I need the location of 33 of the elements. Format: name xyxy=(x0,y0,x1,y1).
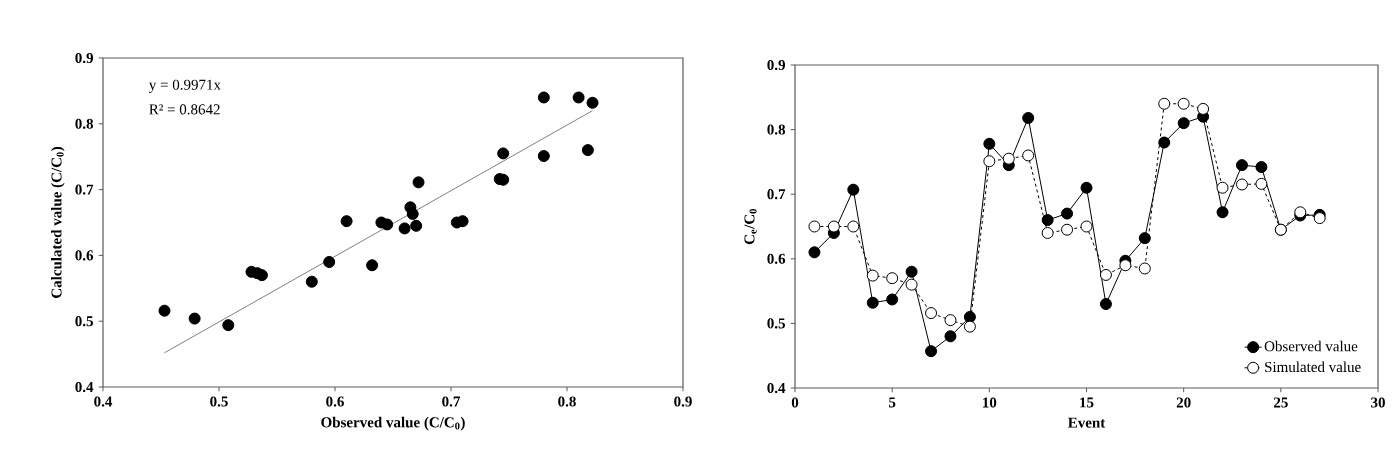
y-tick-label: 0.7 xyxy=(75,184,94,195)
legend-label: Observed value xyxy=(1264,340,1358,352)
y-tick-label: 0.5 xyxy=(75,316,93,327)
x-tick-label: 0 xyxy=(791,397,799,408)
x-tick-label: 0.8 xyxy=(558,396,576,407)
y-tick-label: 0.4 xyxy=(767,382,786,394)
y-tick-label: 0.8 xyxy=(767,124,786,135)
y-tick-label: 0.5 xyxy=(767,318,786,329)
x-tick-label: 10 xyxy=(983,397,997,408)
x-tick-label: 25 xyxy=(1273,397,1288,408)
y-tick-label: 0.8 xyxy=(75,118,94,129)
x-tick-label: 0.9 xyxy=(674,396,692,407)
y-axis-title: C$_{e}$/C$_{0}$ xyxy=(744,209,757,245)
y-tick-label: 0.4 xyxy=(75,381,94,393)
annotation: R² = 0.8642 xyxy=(149,104,220,115)
x-axis-title: Observed value (C/C$_{0}$) xyxy=(321,416,465,431)
x-tick-label: 5 xyxy=(889,397,896,408)
x-tick-label: 15 xyxy=(1080,397,1094,408)
x-tick-label: 0.7 xyxy=(442,396,461,407)
annotation: y = 0.9971x xyxy=(148,79,221,93)
x-tick-label: 0.6 xyxy=(326,396,344,407)
x-tick-label: 20 xyxy=(1176,397,1191,408)
y-tick-label: 0.6 xyxy=(75,250,94,261)
x-tick-label: 0.5 xyxy=(210,396,228,407)
legend-label: Simulated value xyxy=(1265,361,1361,373)
x-tick-label: 0.4 xyxy=(94,396,113,407)
x-axis-title: Event xyxy=(1068,417,1106,428)
y-axis-title: Calculated value (C/C$_{0}$) xyxy=(51,146,65,298)
y-tick-label: 0.6 xyxy=(767,253,786,264)
x-tick-label: 30 xyxy=(1371,397,1385,408)
y-tick-label: 0.7 xyxy=(767,189,786,200)
y-tick-label: 0.9 xyxy=(767,59,786,71)
y-tick-label: 0.9 xyxy=(75,52,93,64)
